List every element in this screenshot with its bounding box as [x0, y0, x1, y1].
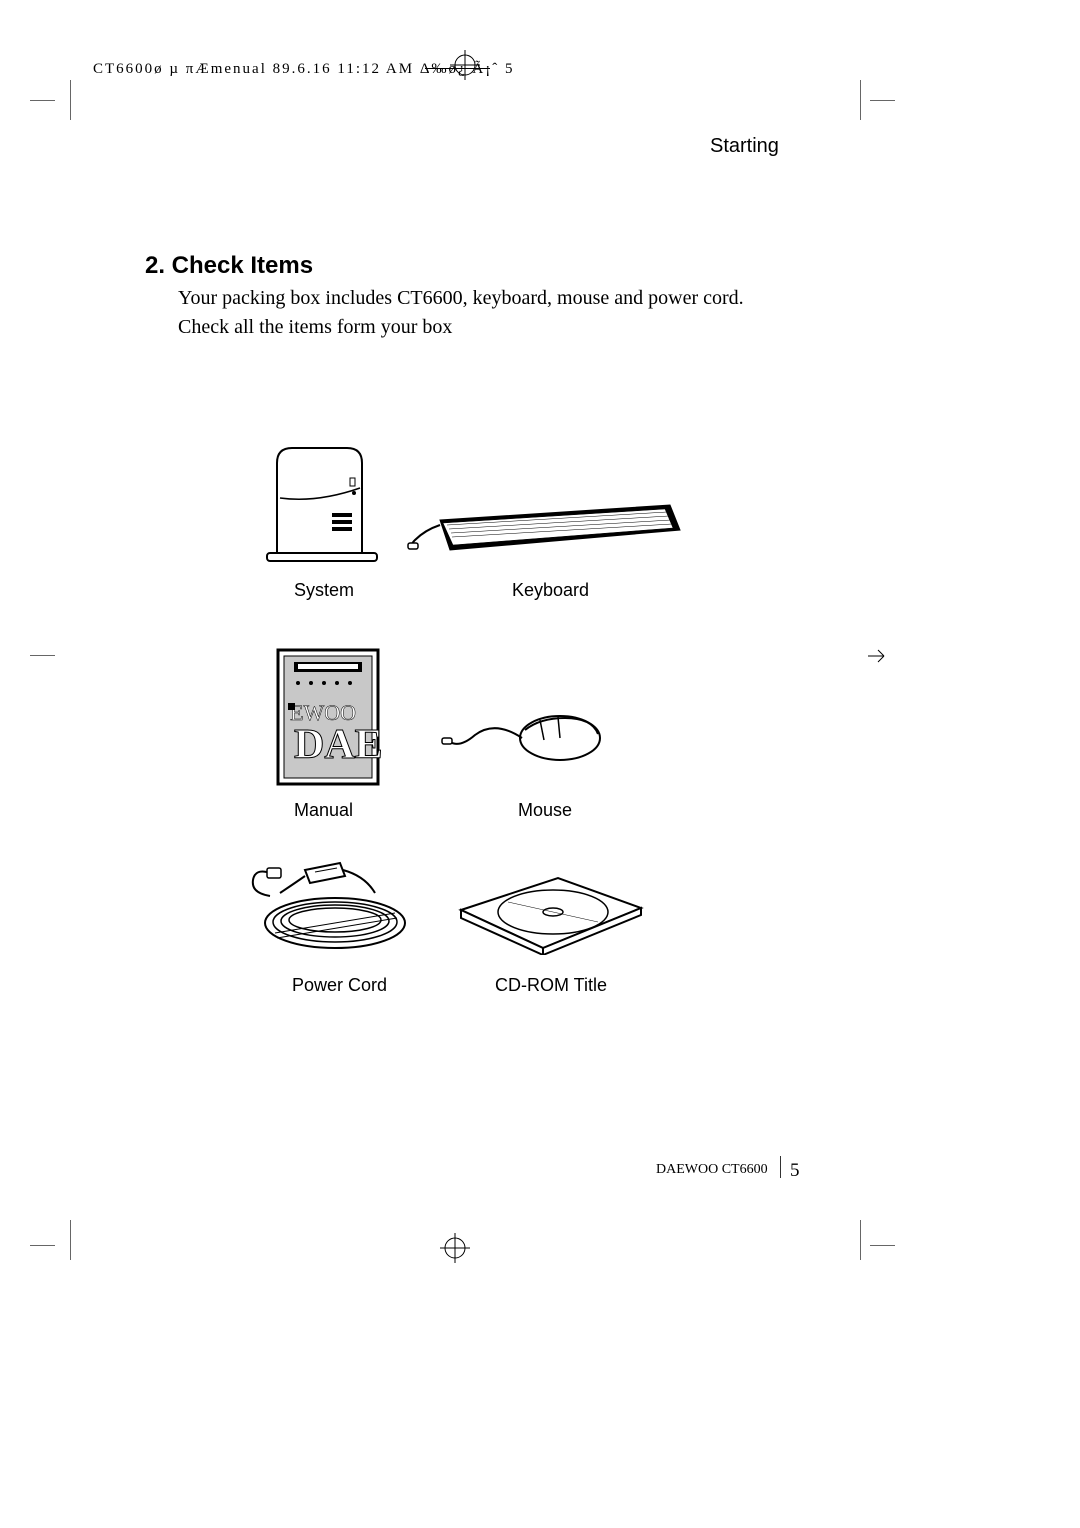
footer-brand: DAEWOO CT6600: [656, 1162, 768, 1178]
body-text-line: Your packing box includes CT6600, keyboa…: [178, 287, 744, 310]
footer-page-number: 5: [790, 1160, 800, 1182]
item-label-mouse: Mouse: [518, 800, 572, 821]
crop-mark: [30, 100, 55, 101]
footer-divider: [780, 1156, 781, 1178]
registration-mark-top: [450, 50, 480, 80]
manual-illustration: EWOO DAE: [276, 648, 381, 788]
mouse-illustration: [440, 700, 610, 775]
item-label-power: Power Cord: [292, 975, 387, 996]
item-label-system: System: [294, 580, 354, 601]
cdrom-illustration: [453, 870, 648, 955]
crop-mark: [860, 80, 861, 120]
power-cord-illustration: [245, 858, 425, 958]
crop-mark: [870, 1245, 895, 1246]
section-heading: 2. Check Items: [145, 252, 313, 280]
registration-mark-bottom: [440, 1233, 470, 1263]
crop-mark: [860, 1220, 861, 1260]
crop-mark-arrow: [868, 648, 888, 664]
item-label-cdrom: CD-ROM Title: [495, 975, 607, 996]
crop-mark: [30, 1245, 55, 1246]
crop-mark: [870, 100, 895, 101]
item-label-manual: Manual: [294, 800, 353, 821]
crop-mark: [70, 80, 71, 120]
keyboard-illustration: [405, 495, 685, 560]
item-label-keyboard: Keyboard: [512, 580, 589, 601]
section-label: Starting: [710, 135, 779, 158]
system-illustration: [262, 438, 382, 568]
crop-mark: [70, 1220, 71, 1260]
svg-text:DAE: DAE: [294, 722, 381, 768]
body-text-line: Check all the items form your box: [178, 316, 452, 339]
crop-mark: [30, 655, 55, 656]
